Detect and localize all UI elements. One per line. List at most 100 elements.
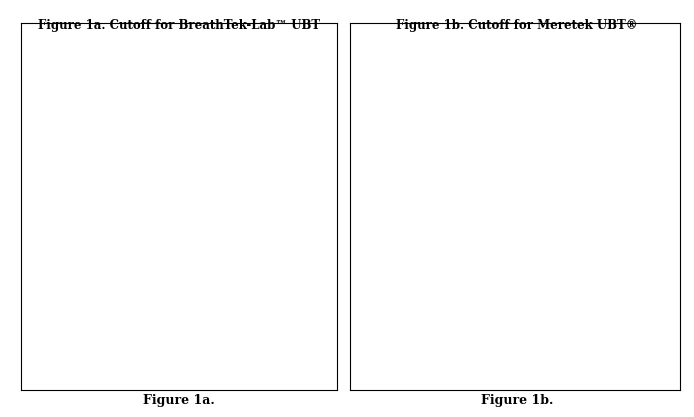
Point — [575, 191, 586, 198]
Point — [575, 140, 586, 146]
Point — [235, 162, 246, 168]
Point — [486, 253, 498, 259]
Point — [235, 133, 246, 140]
Point — [146, 308, 158, 315]
Point — [486, 209, 498, 216]
Point — [486, 240, 498, 247]
Point — [146, 237, 158, 244]
Y-axis label: Delta Over Baseline: Delta Over Baseline — [60, 157, 70, 269]
Point — [486, 246, 498, 253]
Point — [575, 197, 586, 203]
Point — [235, 166, 246, 173]
Point — [235, 142, 246, 148]
Point — [486, 255, 498, 261]
Point — [575, 145, 586, 151]
Point — [575, 149, 586, 156]
Point — [235, 135, 246, 142]
Point — [146, 241, 158, 248]
Point — [235, 145, 246, 151]
Point — [486, 279, 498, 285]
Point — [146, 239, 158, 246]
Point — [486, 232, 498, 239]
Point — [575, 97, 586, 103]
Point — [146, 314, 158, 321]
Point — [486, 312, 498, 319]
Point — [575, 154, 586, 161]
Point — [146, 304, 158, 311]
Point — [235, 148, 246, 154]
Point — [575, 178, 586, 185]
Point — [486, 244, 498, 251]
Text: Figure 1a. Cutoff for BreathTek-Lab™ UBT: Figure 1a. Cutoff for BreathTek-Lab™ UBT — [38, 19, 320, 32]
Point — [486, 254, 498, 261]
Point — [486, 309, 498, 316]
Point — [235, 98, 246, 105]
Point — [575, 180, 586, 187]
Point — [486, 264, 498, 271]
Point — [575, 169, 586, 176]
Point — [486, 239, 498, 246]
Point — [235, 160, 246, 166]
Point — [486, 249, 498, 256]
Point — [486, 337, 498, 343]
Point — [486, 260, 498, 267]
X-axis label: Hp Status (Histology): Hp Status (Histology) — [482, 360, 604, 371]
Point — [575, 166, 586, 173]
Point — [235, 131, 246, 138]
Point — [575, 129, 586, 136]
Point — [486, 304, 498, 311]
Point — [235, 164, 246, 171]
Point — [235, 115, 246, 122]
Point — [235, 129, 246, 136]
Point — [486, 229, 498, 236]
Point — [146, 254, 158, 261]
Point — [575, 175, 586, 182]
Point — [575, 133, 586, 140]
Point — [486, 244, 498, 250]
Point — [146, 249, 158, 256]
Point — [146, 243, 158, 249]
Point — [146, 239, 158, 245]
Y-axis label: Delta Over Baseline: Delta Over Baseline — [400, 157, 410, 269]
Point — [146, 248, 158, 255]
Point — [486, 239, 498, 245]
Point — [486, 226, 498, 233]
Point — [235, 177, 246, 184]
Point — [575, 151, 586, 157]
Point — [146, 257, 158, 264]
Point — [486, 314, 498, 321]
Point — [575, 156, 586, 162]
Point — [146, 236, 158, 242]
Text: Figure 1b. Cutoff for Meretek UBT®: Figure 1b. Cutoff for Meretek UBT® — [396, 19, 638, 32]
Point — [486, 248, 498, 255]
Point — [575, 117, 586, 124]
Point — [146, 251, 158, 258]
Point — [486, 247, 498, 254]
Point — [486, 221, 498, 228]
Point — [146, 268, 158, 275]
Point — [235, 126, 246, 133]
Text: Cutoff: Cutoff — [609, 203, 640, 212]
Point — [486, 208, 498, 214]
Point — [146, 244, 158, 250]
Point — [235, 121, 246, 128]
Point — [486, 215, 498, 221]
Point — [235, 90, 246, 97]
Point — [575, 131, 586, 138]
Point — [486, 311, 498, 318]
Point — [486, 289, 498, 296]
Point — [146, 253, 158, 259]
Text: Figure 1b.: Figure 1b. — [481, 394, 553, 407]
Point — [146, 246, 158, 253]
Text: Figure 1a.: Figure 1a. — [143, 394, 215, 407]
Point — [235, 140, 246, 146]
Point — [146, 244, 158, 251]
Point — [486, 281, 498, 287]
Point — [575, 186, 586, 193]
Point — [486, 273, 498, 279]
Point — [486, 305, 498, 312]
Point — [146, 270, 158, 276]
Point — [146, 305, 158, 312]
Point — [575, 172, 586, 179]
Point — [575, 152, 586, 159]
